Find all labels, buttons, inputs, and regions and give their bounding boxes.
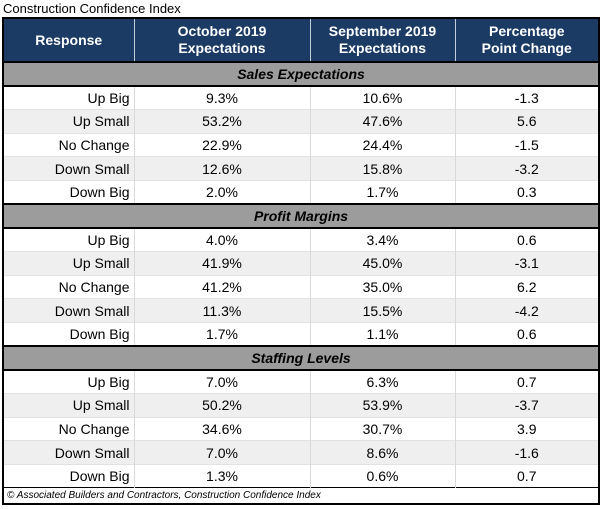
value-cell: 30.7% — [309, 416, 455, 441]
confidence-index-table: Response October 2019 Expectations Septe… — [2, 17, 600, 505]
value-cell: 12.6% — [133, 156, 310, 181]
value-cell: 50.2% — [133, 393, 310, 418]
section-header-sales-expectations: Sales Expectations — [3, 61, 599, 87]
value-cell: 0.7 — [454, 463, 599, 488]
value-cell: -1.5 — [454, 132, 599, 157]
value-cell: 6.2 — [454, 274, 599, 299]
table-row: Up Small 53.2% 47.6% 5.6 — [3, 109, 599, 134]
response-cell: Down Small — [3, 156, 134, 181]
value-cell: -3.7 — [454, 393, 599, 418]
value-cell: 1.3% — [133, 463, 310, 488]
table-row: Down Small 11.3% 15.5% -4.2 — [3, 298, 599, 323]
value-cell: 3.9 — [454, 416, 599, 441]
value-cell: 53.9% — [309, 393, 455, 418]
value-cell: 41.9% — [133, 251, 310, 276]
table-row: No Change 41.2% 35.0% 6.2 — [3, 274, 599, 299]
value-cell: 1.1% — [309, 321, 455, 346]
value-cell: 5.6 — [454, 109, 599, 134]
header-row: Response October 2019 Expectations Septe… — [3, 18, 599, 63]
section-label: Sales Expectations — [3, 61, 599, 87]
table-row: No Change 34.6% 30.7% 3.9 — [3, 416, 599, 441]
value-cell: 47.6% — [309, 109, 455, 134]
value-cell: 35.0% — [309, 274, 455, 299]
value-cell: 15.8% — [309, 156, 455, 181]
table-row: No Change 22.9% 24.4% -1.5 — [3, 132, 599, 157]
source-footer-row: © Associated Builders and Contractors, C… — [3, 487, 599, 504]
value-cell: 15.5% — [309, 298, 455, 323]
column-header-point-change: Percentage Point Change — [454, 18, 599, 63]
value-cell: 0.6 — [454, 321, 599, 346]
response-cell: Down Big — [3, 321, 134, 346]
value-cell: 11.3% — [133, 298, 310, 323]
value-cell: 0.6% — [309, 463, 455, 488]
response-cell: No Change — [3, 416, 134, 441]
response-cell: Down Big — [3, 463, 134, 488]
value-cell: 45.0% — [309, 251, 455, 276]
value-cell: 10.6% — [309, 85, 455, 110]
value-cell: 8.6% — [309, 440, 455, 465]
value-cell: 0.7 — [454, 369, 599, 394]
table-row: Up Big 7.0% 6.3% 0.7 — [3, 369, 599, 394]
table-row: Down Big 1.3% 0.6% 0.7 — [3, 463, 599, 488]
value-cell: 4.0% — [133, 227, 310, 252]
column-header-response: Response — [3, 18, 134, 63]
response-cell: Up Small — [3, 393, 134, 418]
response-cell: Up Big — [3, 85, 134, 110]
response-cell: Up Small — [3, 109, 134, 134]
value-cell: 24.4% — [309, 132, 455, 157]
value-cell: 0.3 — [454, 179, 599, 204]
table-row: Up Big 9.3% 10.6% -1.3 — [3, 85, 599, 110]
response-cell: Down Small — [3, 440, 134, 465]
table-row: Down Small 12.6% 15.8% -3.2 — [3, 156, 599, 181]
response-cell: Up Small — [3, 251, 134, 276]
section-label: Staffing Levels — [3, 344, 599, 371]
value-cell: 53.2% — [133, 109, 310, 134]
table-row: Up Small 41.9% 45.0% -3.1 — [3, 251, 599, 276]
column-header-september-expectations: September 2019 Expectations — [309, 18, 455, 63]
response-cell: No Change — [3, 132, 134, 157]
response-cell: Down Big — [3, 179, 134, 204]
value-cell: 41.2% — [133, 274, 310, 299]
value-cell: 7.0% — [133, 440, 310, 465]
table-row: Up Small 50.2% 53.9% -3.7 — [3, 393, 599, 418]
source-attribution: © Associated Builders and Contractors, C… — [3, 487, 599, 504]
value-cell: 3.4% — [309, 227, 455, 252]
section-header-profit-margins: Profit Margins — [3, 202, 599, 229]
section-header-staffing-levels: Staffing Levels — [3, 344, 599, 371]
column-header-october-expectations: October 2019 Expectations — [133, 18, 310, 63]
value-cell: 1.7% — [309, 179, 455, 204]
section-label: Profit Margins — [3, 202, 599, 229]
value-cell: 9.3% — [133, 85, 310, 110]
value-cell: 1.7% — [133, 321, 310, 346]
value-cell: -1.6 — [454, 440, 599, 465]
value-cell: -4.2 — [454, 298, 599, 323]
value-cell: 34.6% — [133, 416, 310, 441]
value-cell: -3.2 — [454, 156, 599, 181]
response-cell: Up Big — [3, 227, 134, 252]
table-row: Down Big 1.7% 1.1% 0.6 — [3, 321, 599, 346]
value-cell: 6.3% — [309, 369, 455, 394]
value-cell: -1.3 — [454, 85, 599, 110]
table-row: Down Small 7.0% 8.6% -1.6 — [3, 440, 599, 465]
value-cell: -3.1 — [454, 251, 599, 276]
value-cell: 22.9% — [133, 132, 310, 157]
table-row: Up Big 4.0% 3.4% 0.6 — [3, 227, 599, 252]
response-cell: Up Big — [3, 369, 134, 394]
page-title: Construction Confidence Index — [3, 1, 181, 16]
response-cell: Down Small — [3, 298, 134, 323]
value-cell: 2.0% — [133, 179, 310, 204]
value-cell: 7.0% — [133, 369, 310, 394]
value-cell: 0.6 — [454, 227, 599, 252]
response-cell: No Change — [3, 274, 134, 299]
table-row: Down Big 2.0% 1.7% 0.3 — [3, 179, 599, 204]
